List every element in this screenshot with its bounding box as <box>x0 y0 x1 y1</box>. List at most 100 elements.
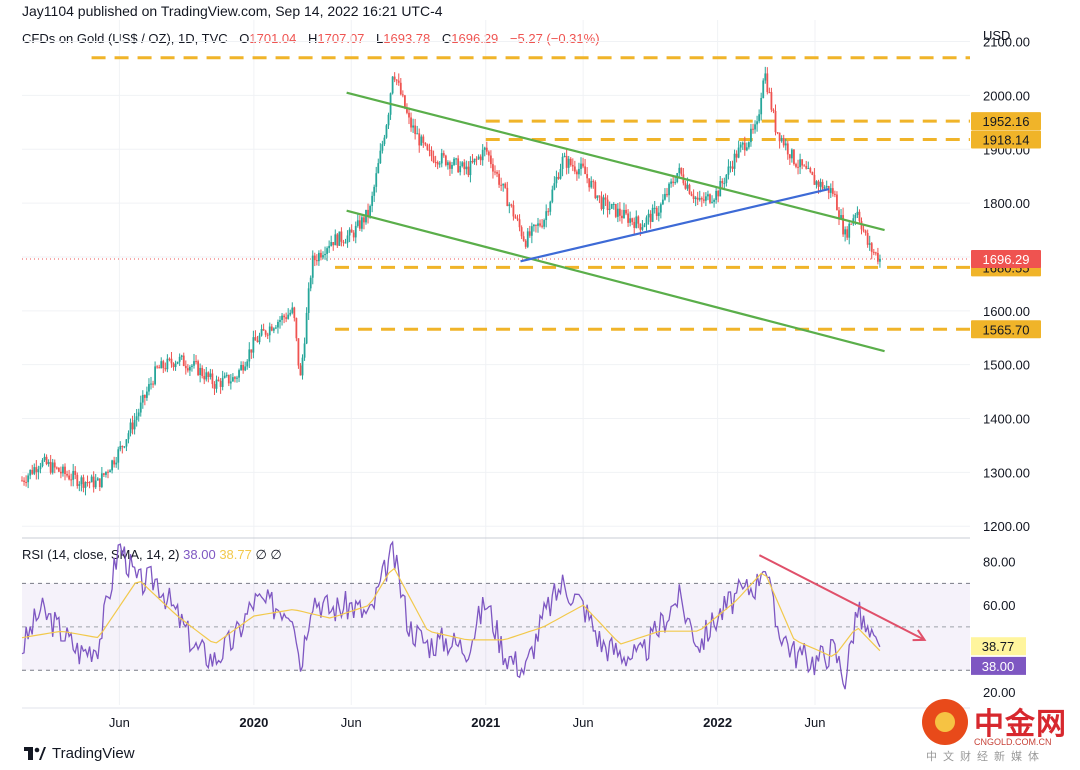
candle-body <box>672 181 675 183</box>
rsi-legend: RSI (14, close, SMA, 14, 2) 38.00 38.77 … <box>22 547 282 563</box>
candle-body <box>406 108 408 113</box>
brand-label: TradingView <box>52 745 135 762</box>
candle-body <box>618 208 621 216</box>
candle-body <box>600 196 603 210</box>
candle-body <box>129 422 132 434</box>
candle-body <box>72 470 75 480</box>
candle-body <box>281 315 283 320</box>
candle-body <box>557 176 560 179</box>
candle-body <box>127 433 130 440</box>
candle-body <box>430 150 433 157</box>
level-tag-label: 1918.14 <box>983 132 1030 147</box>
candle-body <box>700 198 703 200</box>
candle-body <box>715 190 718 200</box>
candle-body <box>475 158 478 160</box>
candle-body <box>105 471 107 475</box>
candle-body <box>590 181 593 188</box>
candle-body <box>168 358 171 360</box>
candle-body <box>418 133 421 146</box>
candle-body <box>487 151 490 156</box>
candle-body <box>610 204 613 209</box>
candle-body <box>64 466 66 474</box>
candle-body <box>350 229 353 233</box>
candle-body <box>152 383 154 385</box>
candle-body <box>414 125 417 135</box>
candle-body <box>342 241 345 243</box>
candle-body <box>850 223 853 225</box>
candle-body <box>776 132 779 134</box>
candle-body <box>573 166 576 172</box>
candle-body <box>733 153 736 169</box>
rsi-tag <box>971 656 1026 675</box>
candle-body <box>62 466 64 474</box>
candle-body <box>815 181 818 185</box>
level-lines <box>22 56 970 331</box>
candle-body <box>813 174 816 185</box>
candle-body <box>449 162 451 169</box>
candle-body <box>148 384 150 392</box>
candle-body <box>526 231 529 247</box>
candle-body <box>254 337 257 341</box>
candle-body <box>66 473 68 476</box>
candle-body <box>29 469 32 476</box>
candle-body <box>291 307 294 313</box>
candle-body <box>559 169 562 179</box>
candle-body <box>336 234 339 246</box>
candle-body <box>670 181 672 184</box>
candle-body <box>686 184 689 189</box>
candle-body <box>457 158 460 173</box>
candle-body <box>629 218 632 223</box>
candle-body <box>717 190 720 197</box>
candle-body <box>608 208 611 211</box>
price-candles <box>21 66 881 496</box>
candle-body <box>758 114 761 122</box>
candle-body <box>788 154 791 159</box>
candle-body <box>823 187 826 189</box>
candle-body <box>471 161 474 163</box>
candle-body <box>539 223 541 226</box>
price-tick-label: 2100.00 <box>983 35 1030 50</box>
candle-body <box>416 133 419 135</box>
candle-body <box>55 467 58 469</box>
candle-body <box>186 368 189 371</box>
candle-body <box>100 473 103 488</box>
candle-body <box>446 162 449 166</box>
candle-body <box>702 199 705 201</box>
candle-body <box>227 374 230 384</box>
rsi-label: RSI (14, close, SMA, 14, 2) <box>22 547 180 562</box>
level-tag <box>971 130 1041 149</box>
candle-body <box>606 199 609 211</box>
candle-body <box>438 163 441 165</box>
candle-body <box>645 217 648 225</box>
candle-body <box>586 174 589 179</box>
candle-body <box>330 242 333 246</box>
candle-body <box>92 476 95 488</box>
tradingview-brand[interactable]: TradingView <box>24 745 135 762</box>
candle-body <box>461 162 464 167</box>
candle-body <box>651 207 654 222</box>
candle-body <box>115 462 118 465</box>
candle-body <box>584 166 586 175</box>
candle-body <box>831 188 834 194</box>
candle-body <box>803 165 806 167</box>
candle-body <box>747 142 750 148</box>
candle-body <box>864 230 867 234</box>
candle-body <box>754 124 756 130</box>
watermark-url: CNGOLD.COM.CN <box>974 737 1052 747</box>
candle-body <box>479 156 482 161</box>
candle-body <box>223 375 226 378</box>
candle-body <box>260 329 263 336</box>
candle-body <box>367 209 369 217</box>
price-tick-label: 1200.00 <box>983 519 1030 534</box>
candle-body <box>535 224 537 226</box>
candle-body <box>117 449 120 463</box>
candle-body <box>57 467 60 472</box>
low-value: 1693.78 <box>383 31 431 46</box>
candle-body <box>25 481 27 483</box>
candle-body <box>199 367 202 376</box>
candle-body <box>741 142 744 145</box>
candle-body <box>571 164 574 167</box>
symbol-name: CFDs on Gold (US$ / OZ), 1D, TVC <box>22 31 228 46</box>
candle-body <box>565 155 568 168</box>
